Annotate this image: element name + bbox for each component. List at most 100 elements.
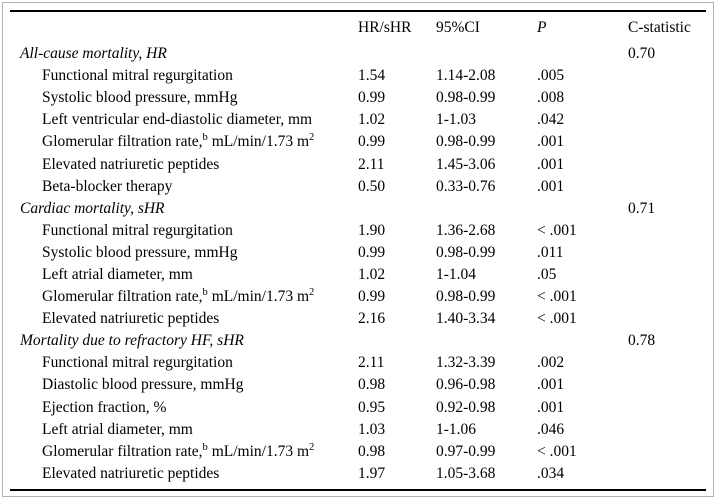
row-label: Diastolic blood pressure, mmHg [42, 376, 244, 394]
section-row-cardiac-mortality: Cardiac mortality, sHR 0.71 [10, 198, 706, 220]
squared-superscript: 2 [309, 286, 315, 298]
row-label: Glomerular filtration rate,b mL/min/1.73… [42, 441, 315, 460]
p-value: .001 [537, 133, 565, 151]
ci-value: 0.98-0.99 [436, 288, 496, 306]
p-value: < .001 [537, 310, 577, 328]
ci-value: 1-1.04 [436, 265, 477, 283]
table-row: Elevated natriuretic peptides 1.97 1.05-… [10, 463, 706, 485]
hr-value: 2.11 [358, 155, 385, 173]
p-value: < .001 [537, 288, 577, 306]
ci-value: 1.40-3.34 [436, 310, 496, 328]
hr-value: 0.99 [358, 89, 386, 107]
hr-value: 0.99 [358, 243, 386, 261]
section-row-all-cause-mortality: All-cause mortality, HR 0.70 [10, 43, 706, 65]
section-label: All-cause mortality, HR [20, 45, 167, 63]
cstat-value: 0.71 [628, 199, 656, 217]
row-label: Glomerular filtration rate,b mL/min/1.73… [42, 286, 315, 306]
p-value: < .001 [537, 221, 577, 239]
ci-value: 1-1.06 [436, 420, 477, 438]
row-label: Functional mitral regurgitation [42, 221, 233, 239]
p-value: .008 [537, 89, 565, 107]
table-header-row: HR/sHR 95%CI P C-statistic [10, 12, 706, 43]
table-row: Diastolic blood pressure, mmHg 0.98 0.96… [10, 374, 706, 396]
row-label: Functional mitral regurgitation [42, 354, 233, 372]
hr-value: 1.02 [358, 111, 386, 129]
table-row: Glomerular filtration rate,b mL/min/1.73… [10, 441, 706, 463]
hr-value: 0.99 [358, 288, 386, 306]
cstat-value: 0.78 [628, 332, 656, 350]
hr-value: 1.02 [358, 265, 386, 283]
table-row: Elevated natriuretic peptides 2.16 1.40-… [10, 308, 706, 330]
header-p-value: P [537, 18, 547, 36]
p-value: .002 [537, 354, 565, 372]
table-row: Glomerular filtration rate,b mL/min/1.73… [10, 131, 706, 153]
hr-value: 2.11 [358, 354, 385, 372]
row-label: Ejection fraction, % [42, 398, 167, 416]
table-row: Functional mitral regurgitation 1.90 1.3… [10, 220, 706, 242]
hr-value: 0.50 [358, 177, 386, 195]
row-label: Elevated natriuretic peptides [42, 464, 220, 482]
ci-value: 0.97-0.99 [436, 442, 496, 460]
hr-value: 0.95 [358, 398, 386, 416]
ci-value: 1.05-3.68 [436, 464, 496, 482]
ci-value: 1.45-3.06 [436, 155, 496, 173]
p-value: .042 [537, 111, 565, 129]
ci-value: 0.96-0.98 [436, 376, 496, 394]
hr-value: 1.54 [358, 67, 386, 85]
hr-value: 1.90 [358, 221, 386, 239]
ci-value: 1.32-3.39 [436, 354, 496, 372]
p-value: .001 [537, 177, 565, 195]
p-value: .001 [537, 155, 565, 173]
hr-value: 1.03 [358, 420, 386, 438]
hr-value: 2.16 [358, 310, 386, 328]
footnote-b-superscript: b [202, 286, 208, 298]
hr-value: 0.98 [358, 376, 386, 394]
cstat-value: 0.70 [628, 45, 656, 63]
regression-results-table: HR/sHR 95%CI P C-statistic All-cause mor… [10, 10, 706, 491]
hr-value: 0.98 [358, 442, 386, 460]
row-label: Left ventricular end-diastolic diameter,… [42, 111, 313, 129]
table-row: Functional mitral regurgitation 1.54 1.1… [10, 65, 706, 87]
row-label: Systolic blood pressure, mmHg [42, 89, 238, 107]
section-label: Mortality due to refractory HF, sHR [20, 332, 244, 350]
table-row: Beta-blocker therapy 0.50 0.33-0.76 .001 [10, 176, 706, 198]
row-label: Left atrial diameter, mm [42, 420, 193, 438]
header-c-statistic: C-statistic [628, 18, 691, 36]
ci-value: 0.98-0.99 [436, 133, 496, 151]
hr-value: 1.97 [358, 464, 386, 482]
header-hr-shr: HR/sHR [358, 18, 412, 36]
table-row: Elevated natriuretic peptides 2.11 1.45-… [10, 153, 706, 175]
ci-value: 0.98-0.99 [436, 243, 496, 261]
ci-value: 1.36-2.68 [436, 221, 496, 239]
p-value: .034 [537, 464, 565, 482]
table-row: Glomerular filtration rate,b mL/min/1.73… [10, 286, 706, 308]
row-label: Elevated natriuretic peptides [42, 155, 220, 173]
ci-value: 0.92-0.98 [436, 398, 496, 416]
p-value: .05 [537, 265, 557, 283]
ci-value: 0.98-0.99 [436, 89, 496, 107]
section-label: Cardiac mortality, sHR [20, 199, 165, 217]
row-label: Functional mitral regurgitation [42, 67, 233, 85]
squared-superscript: 2 [309, 441, 315, 453]
row-label: Beta-blocker therapy [42, 177, 173, 195]
ci-value: 0.33-0.76 [436, 177, 496, 195]
table-row: Functional mitral regurgitation 2.11 1.3… [10, 352, 706, 374]
row-label: Systolic blood pressure, mmHg [42, 243, 238, 261]
hr-value: 0.99 [358, 133, 386, 151]
p-value: .001 [537, 376, 565, 394]
table-row: Systolic blood pressure, mmHg 0.99 0.98-… [10, 242, 706, 264]
footnote-b-superscript: b [202, 132, 208, 144]
table-row: Systolic blood pressure, mmHg 0.99 0.98-… [10, 87, 706, 109]
table-row: Left atrial diameter, mm 1.03 1-1.06 .04… [10, 419, 706, 441]
squared-superscript: 2 [309, 132, 315, 144]
row-label: Left atrial diameter, mm [42, 265, 193, 283]
ci-value: 1.14-2.08 [436, 67, 496, 85]
p-value: .046 [537, 420, 565, 438]
section-row-refractory-hf-mortality: Mortality due to refractory HF, sHR 0.78 [10, 330, 706, 352]
row-label: Glomerular filtration rate,b mL/min/1.73… [42, 132, 315, 151]
row-label: Elevated natriuretic peptides [42, 310, 220, 328]
p-value: .005 [537, 67, 565, 85]
ci-value: 1-1.03 [436, 111, 477, 129]
p-value: .011 [537, 243, 564, 261]
